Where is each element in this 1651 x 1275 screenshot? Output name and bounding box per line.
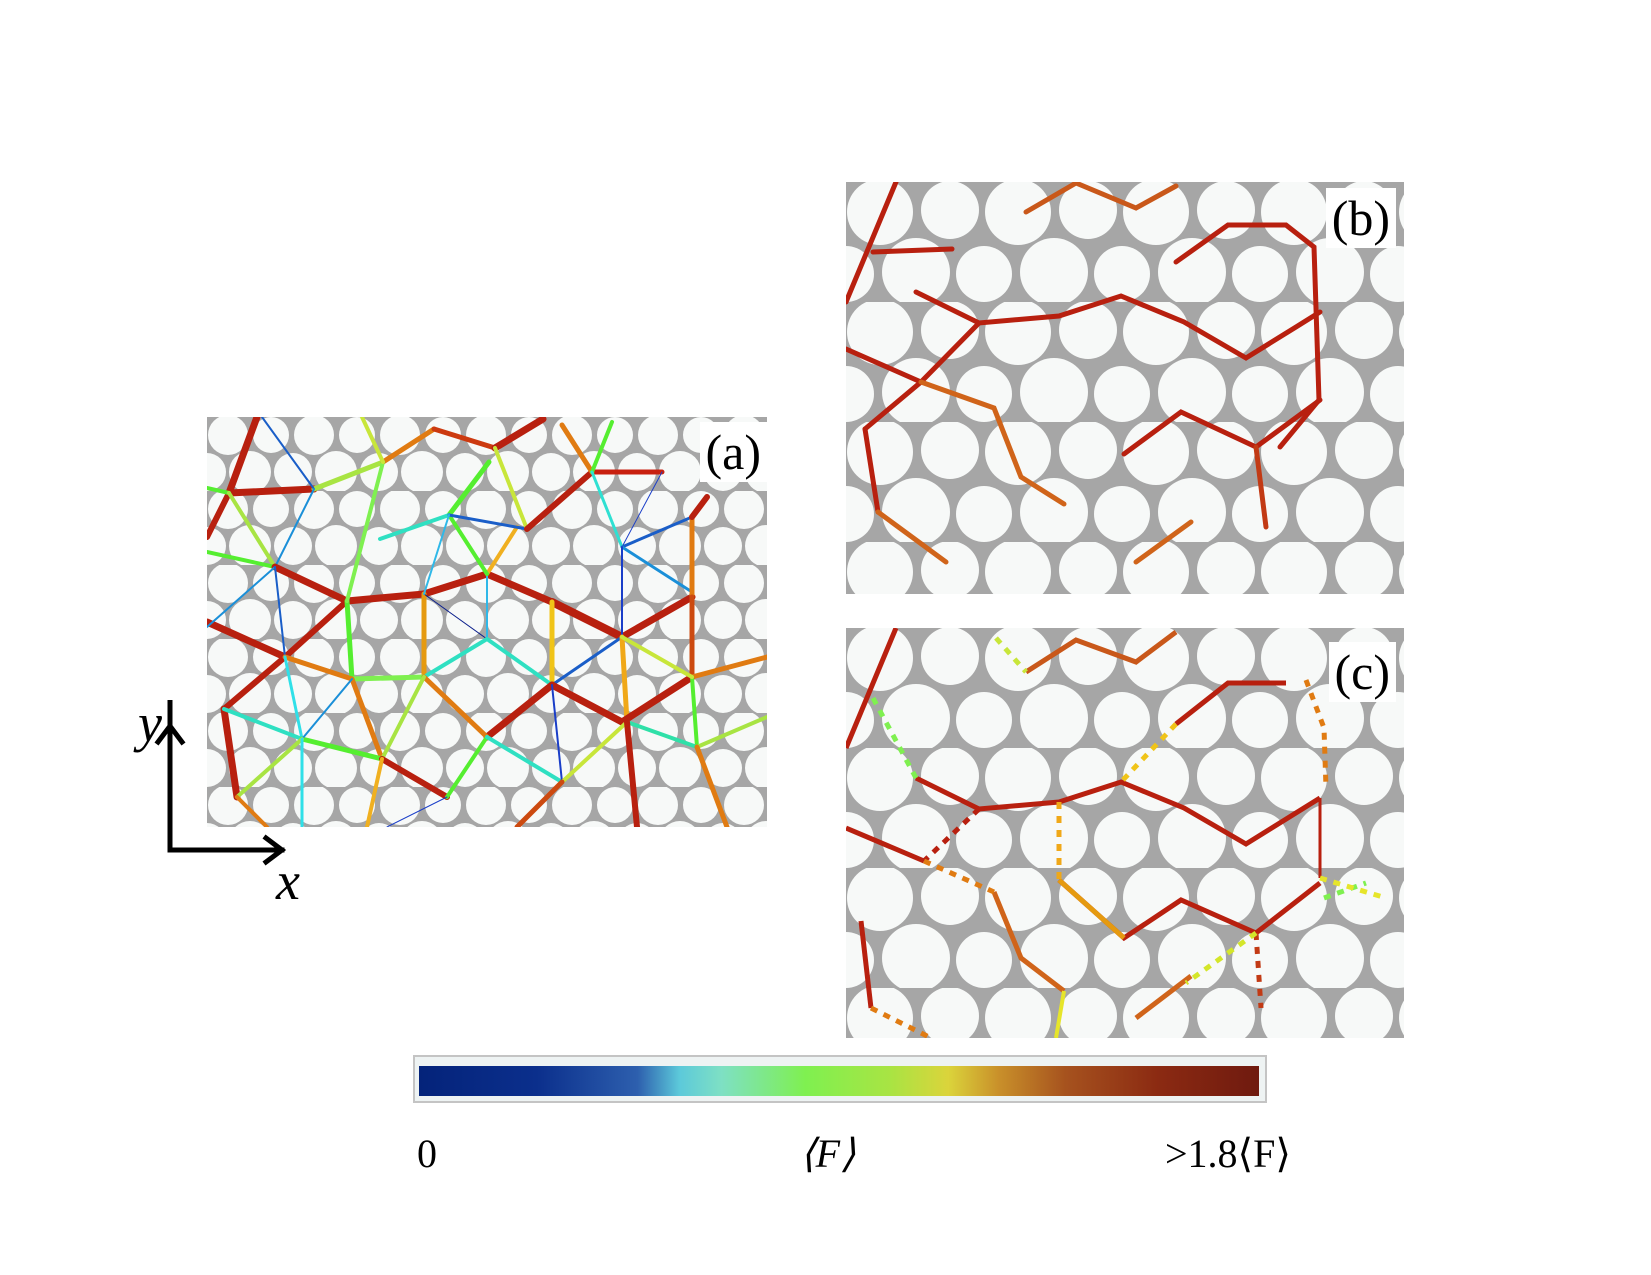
x-axis-label: x xyxy=(276,851,300,911)
colorbar-tick-min: 0 xyxy=(417,1131,437,1176)
y-axis-label: y xyxy=(138,693,162,753)
colorbar-tick-mean: ⟨F⟩ xyxy=(800,1131,856,1176)
force-colorbar xyxy=(419,1066,1259,1096)
panel-b-force-chains: (b) xyxy=(846,182,1404,594)
panel-c-label: (c) xyxy=(1328,642,1396,702)
panel-c-force-chains-with-weak-links: (c) xyxy=(846,628,1404,1038)
panel-a-label: (a) xyxy=(699,422,767,482)
coordinate-axes: y x xyxy=(130,693,300,911)
colorbar-tick-max: >1.8⟨F⟩ xyxy=(1165,1131,1292,1176)
force-chain-graphic xyxy=(846,182,1404,594)
panel-a-force-network: (a) xyxy=(207,417,767,827)
force-chain-graphic xyxy=(846,628,1404,1038)
force-network-graphic xyxy=(207,417,767,827)
axes-arrows-icon xyxy=(154,697,287,866)
panel-b-label: (b) xyxy=(1325,188,1396,248)
